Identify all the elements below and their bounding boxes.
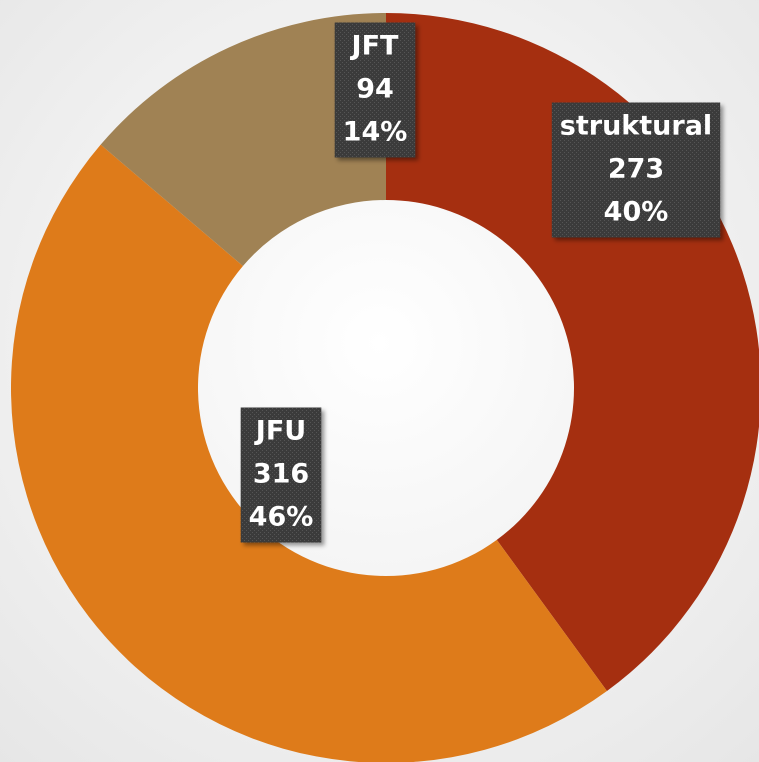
label-box xyxy=(551,102,721,238)
label-value: 273 xyxy=(608,154,664,185)
label-box xyxy=(240,407,322,543)
label-value: 316 xyxy=(253,459,309,490)
data-label: struktural 273 40% xyxy=(551,102,721,238)
donut-slice xyxy=(100,13,386,267)
data-label: JFU 316 46% xyxy=(240,407,322,543)
label-percent: 46% xyxy=(249,502,314,533)
label-percent: 14% xyxy=(343,117,408,148)
donut-slice xyxy=(11,144,607,762)
label-category: JFT xyxy=(350,31,399,62)
label-category: struktural xyxy=(560,111,712,142)
label-box xyxy=(334,22,416,158)
label-percent: 40% xyxy=(604,197,669,228)
data-label: JFT 94 14% xyxy=(334,22,416,158)
label-value: 94 xyxy=(356,74,394,105)
label-category: JFU xyxy=(254,416,306,447)
